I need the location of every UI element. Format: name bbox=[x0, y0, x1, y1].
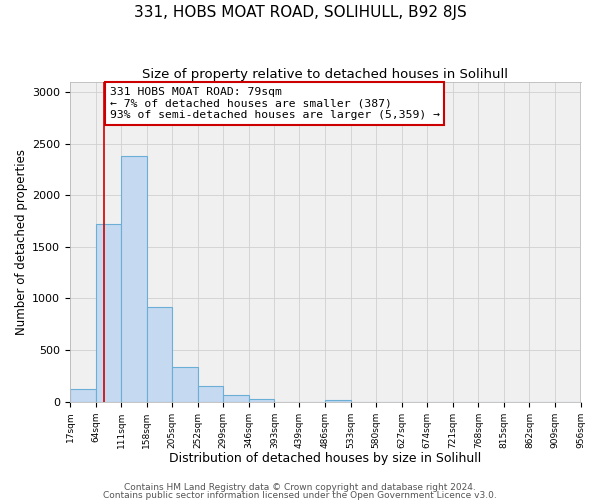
X-axis label: Distribution of detached houses by size in Solihull: Distribution of detached houses by size … bbox=[169, 452, 481, 465]
Y-axis label: Number of detached properties: Number of detached properties bbox=[15, 148, 28, 334]
Bar bbox=[172, 366, 198, 402]
Bar bbox=[95, 224, 121, 402]
Bar bbox=[198, 386, 223, 402]
Text: 331, HOBS MOAT ROAD, SOLIHULL, B92 8JS: 331, HOBS MOAT ROAD, SOLIHULL, B92 8JS bbox=[134, 5, 466, 20]
Bar bbox=[70, 390, 95, 402]
Bar bbox=[325, 400, 350, 402]
Bar bbox=[249, 398, 274, 402]
Bar bbox=[121, 156, 146, 402]
Title: Size of property relative to detached houses in Solihull: Size of property relative to detached ho… bbox=[142, 68, 508, 80]
Text: Contains HM Land Registry data © Crown copyright and database right 2024.: Contains HM Land Registry data © Crown c… bbox=[124, 484, 476, 492]
Bar bbox=[146, 306, 172, 402]
Text: Contains public sector information licensed under the Open Government Licence v3: Contains public sector information licen… bbox=[103, 490, 497, 500]
Bar bbox=[223, 395, 249, 402]
Text: 331 HOBS MOAT ROAD: 79sqm
← 7% of detached houses are smaller (387)
93% of semi-: 331 HOBS MOAT ROAD: 79sqm ← 7% of detach… bbox=[110, 87, 440, 120]
